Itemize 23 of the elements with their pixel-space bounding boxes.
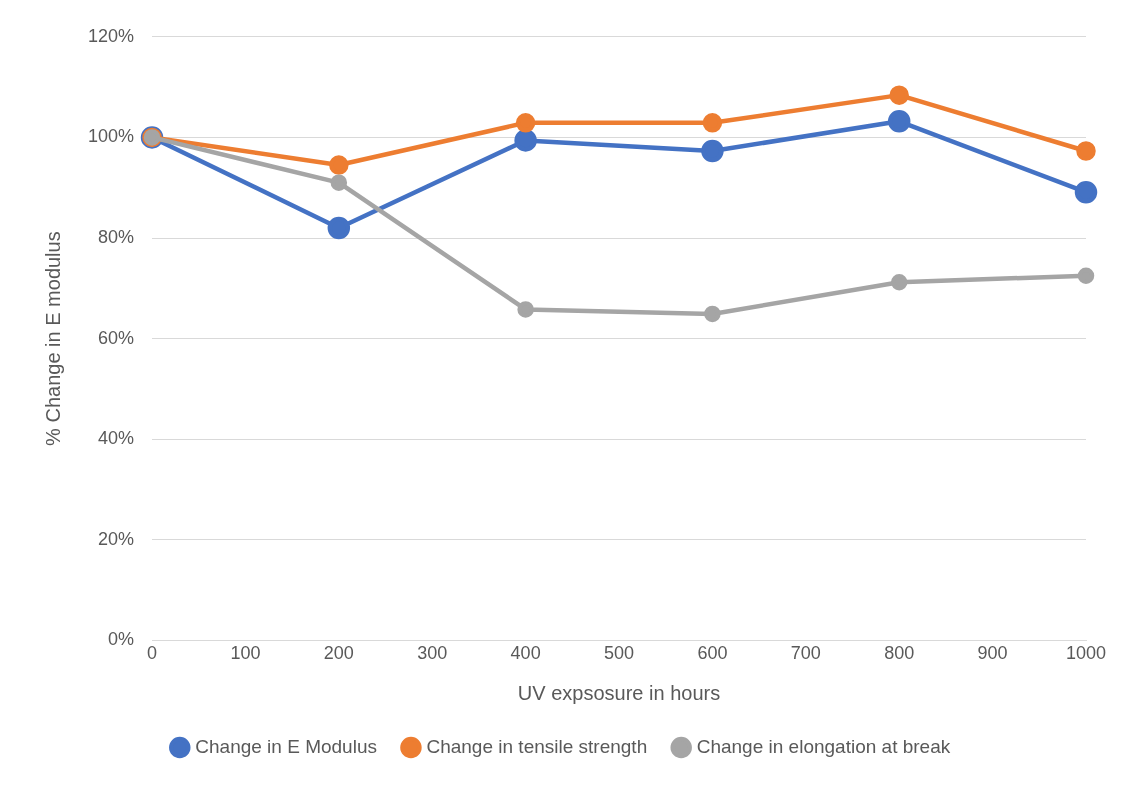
x-tick-label: 300 [417,643,448,664]
legend-label: Change in tensile strength [426,735,648,757]
legend-label: Change in E Modulus [195,735,377,757]
y-tick-label: 80% [98,226,135,247]
y-tick-label: 100% [87,126,135,147]
x-tick-label: 1000 [1065,643,1107,664]
x-axis-title: UV expsosure in hours [517,681,721,704]
y-axis-title: % Change in E modulus [41,231,64,446]
x-tick-label: 700 [790,643,821,664]
x-tick-label: 900 [977,643,1008,664]
x-tick-label: 400 [510,643,541,664]
x-tick-label: 800 [884,643,915,664]
x-tick-label: 600 [697,643,728,664]
x-tick-label: 100 [230,643,261,664]
y-tick-label: 60% [98,327,135,348]
x-tick-label: 0 [147,643,158,664]
y-tick-label: 40% [98,428,135,449]
legend-label: Change in elongation at break [696,735,951,757]
y-tick-label: 20% [98,528,135,549]
x-tick-label: 500 [604,643,635,664]
y-tick-label: 120% [87,25,135,46]
y-tick-label: 0% [108,629,135,650]
x-tick-label: 200 [323,643,354,664]
